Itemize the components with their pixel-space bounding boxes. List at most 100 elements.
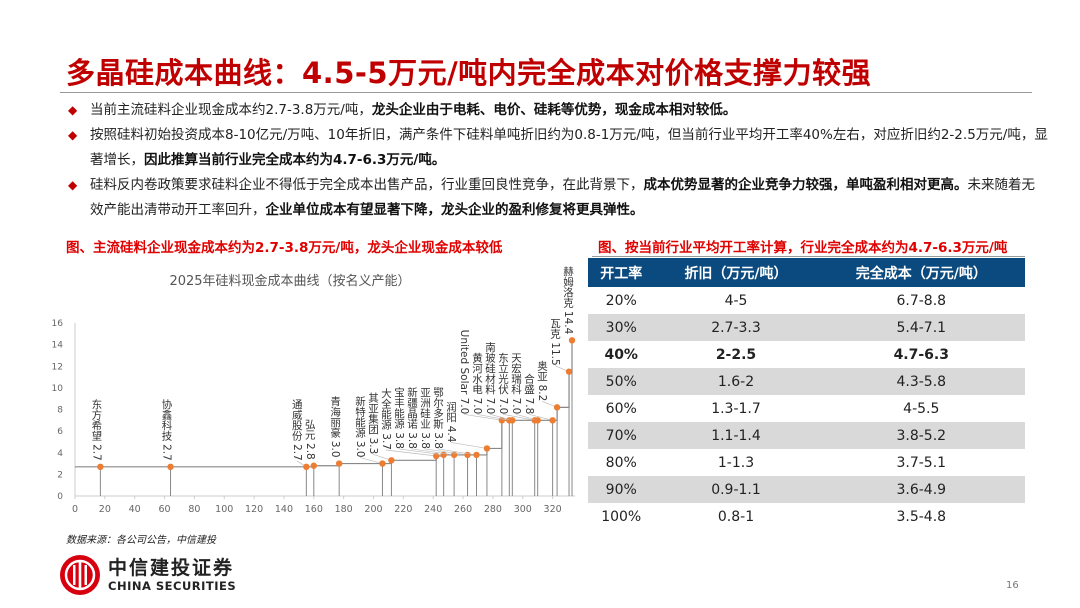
table-cell: 5.4-7.1 [817,314,1025,341]
data-label: 新特能源 3.0 [354,395,366,458]
y-tick-label: 16 [52,319,64,329]
table-cell: 3.6-4.9 [817,476,1025,503]
table-cell: 3.7-5.1 [896,454,947,471]
citic-logo-icon [60,555,100,595]
data-point [568,337,576,344]
x-tick-label: 300 [514,504,532,515]
table-cell: 60% [605,400,637,417]
table-row: 70% 1.1-1.4 3.8-5.2 [588,422,1025,449]
label-leader-line [385,449,437,457]
title-divider [60,92,1032,93]
table-row: 90% 0.9-1.1 3.6-4.9 [588,476,1025,503]
x-tick-label: 200 [364,504,382,515]
data-point [509,417,516,424]
x-tick-label: 40 [129,504,141,515]
x-tick-label: 260 [454,504,472,515]
data-label: 大全能源 3.7 [380,387,392,450]
table-cell: 4-5.5 [903,400,940,417]
diamond-bullet-icon: ◆ [68,128,78,142]
y-tick-label: 0 [57,492,63,502]
data-label: 润阳 4.4 [445,401,457,443]
logo-cn: 中信建投证券 [108,557,235,579]
bullet-text: 未来随着无效产能出清带动开工率回升， [90,177,1035,218]
table-cell: 80% [605,454,637,471]
table-cell: 4.7-6.3 [893,346,949,363]
label-leader-line [398,448,444,456]
bullet-text: 当前主流硅料企业现金成本约2.7-3.8万元/吨， [90,102,372,118]
label-leader-line [411,448,455,456]
data-point [553,404,561,411]
data-point [483,445,491,452]
data-label: 东立光伏 7.0 [497,352,509,415]
chart-title: 2025年硅料现金成本曲线（按名义产能） [169,273,410,289]
label-leader-line [463,413,502,421]
data-source: 数据来源：各公司公告，中信建投 [66,535,216,546]
table-cell: 4.3-5.8 [817,368,1025,395]
table-row: 100% 0.8-1 3.5-4.8 [588,503,1025,530]
page-title: 多晶硅成本曲线：4.5-5万元/吨内完全成本对价格支撑力较强 [66,56,872,90]
data-point [534,417,541,424]
left-figure-caption: 图、主流硅料企业现金成本约为2.7-3.8万元/吨，龙头企业现金成本较低 [66,240,503,256]
table-cell: 40% [604,346,638,363]
y-tick-label: 10 [52,384,64,394]
label-leader-line [515,413,538,421]
data-label: 新疆晶诺 3.8 [406,386,418,449]
diamond-bullet-icon: ◆ [68,103,78,117]
label-leader-line [359,457,383,464]
data-point [549,417,556,424]
table-header-row: 开工率 折旧（万元/吨） 完全成本（万元/吨） [588,258,1025,287]
data-label: 青海丽豪 3.0 [329,395,341,458]
y-tick-label: 12 [52,362,63,372]
data-label: 南玻硅材料 7.0 [484,341,496,414]
table-cell: 30% [588,314,655,341]
bullet-text: 硅料反内卷政策要求硅料企业不得低于完全成本出售产品，行业重回良性竞争，在此背景下… [90,177,644,193]
data-point [388,457,395,464]
table-header-cell: 折旧（万元/吨） [654,258,818,287]
data-label: 弘元 2.8 [304,419,316,460]
bullet-text: 按照硅料初始投资成本8-10亿元/万吨、10年折旧，满产条件下硅料单吨折旧约为0… [90,127,1048,168]
label-leader-line [424,448,468,456]
bullet-emphasis: 龙头企业由于电耗、电价、硅耗等优势，现金成本相对较低。 [371,102,737,118]
y-tick-label: 6 [57,427,63,437]
bullet-emphasis: 因此推算当前行业完全成本约为4.7-6.3万元/吨。 [144,152,446,168]
data-label: 赫姆洛克 14.4 [562,266,574,335]
data-point [464,451,471,459]
data-label: 宝丰能源 3.8 [393,386,405,449]
label-leader-line [528,413,553,421]
table-cell: 1.1-1.4 [654,422,818,449]
data-label: 其亚集团 3.3 [367,392,379,454]
full-cost-table: 开工率 折旧（万元/吨） 完全成本（万元/吨） 20% 4-5 6.7-8.8 30% 2.… [588,258,1025,530]
data-label: 合盛 7.8 [523,373,535,415]
bullet-list: ◆ 当前主流硅料企业现金成本约2.7-3.8万元/吨，龙头企业由于电耗、电价、硅耗… [68,98,1048,223]
table-cell: 20% [605,292,637,309]
y-tick-label: 8 [57,406,63,416]
bullet-emphasis: 成本优势显著的企业竞争力较强，单吨盈利相对更高。 [643,177,968,193]
x-tick-label: 180 [335,504,353,515]
table-cell: 1-1.3 [717,454,755,471]
x-tick-label: 220 [394,504,412,515]
table-row: 50% 1.6-2 4.3-5.8 [588,368,1025,395]
table-cell: 70% [588,422,655,449]
bullet-item: ◆ 当前主流硅料企业现金成本约2.7-3.8万元/吨，龙头企业由于电耗、电价、硅耗… [68,98,1048,123]
x-tick-label: 280 [484,504,502,515]
x-tick-label: 160 [305,504,323,515]
label-leader-line [502,413,535,421]
table-row: 20% 4-5 6.7-8.8 [588,287,1025,314]
data-label: 鄂尔多斯 3.8 [432,387,444,449]
table-cell: 6.7-8.8 [896,292,947,309]
data-point [310,462,318,469]
table-row: 30% 2.7-3.3 5.4-7.1 [588,314,1025,341]
label-leader-line [450,442,487,449]
x-tick-label: 320 [544,504,562,515]
x-tick-label: 140 [275,504,293,515]
data-point [167,463,174,471]
x-tick-label: 80 [188,504,200,515]
data-point [440,451,447,459]
data-point [565,368,573,375]
data-point [379,460,386,467]
table-cell: 0.8-1 [717,508,755,525]
x-tick-label: 20 [99,504,111,515]
table-cell: 3.8-5.2 [817,422,1025,449]
data-label: 亚洲硅业 3.8 [419,387,431,449]
table-row: 60% 1.3-1.7 4-5.5 [588,395,1025,422]
